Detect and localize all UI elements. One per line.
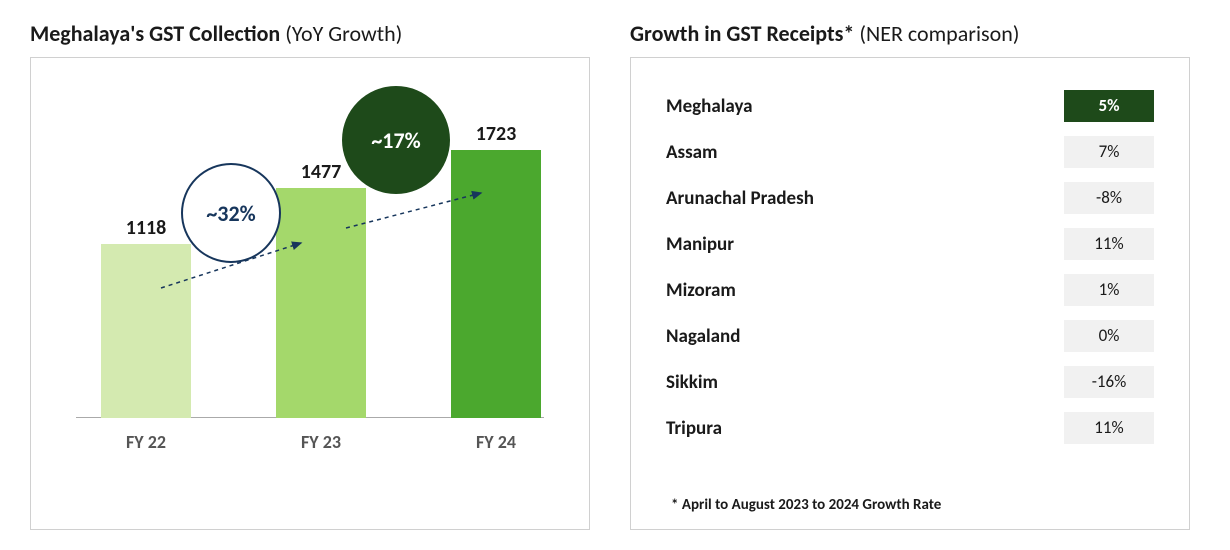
bar-chart-box: 1118 FY 22 1477 FY 23 1723 FY 24 ~32% ~17%: [30, 57, 590, 530]
right-title: Growth in GST Receipts* (NER comparison): [630, 20, 1190, 47]
right-panel: Growth in GST Receipts* (NER comparison)…: [630, 20, 1190, 530]
table-row: Tripura11%: [666, 405, 1154, 451]
left-title: Meghalaya's GST Collection (YoY Growth): [30, 20, 590, 47]
state-name: Arunachal Pradesh: [666, 187, 1064, 210]
left-title-bold: Meghalaya's GST Collection: [30, 20, 280, 47]
state-name: Assam: [666, 141, 1064, 164]
growth-pct: 0%: [1064, 320, 1154, 352]
growth-pct: 5%: [1064, 90, 1154, 122]
state-name: Meghalaya: [666, 95, 1064, 118]
left-title-rest: (YoY Growth): [280, 20, 402, 47]
bar-value-label: 1723: [451, 122, 541, 146]
growth-bubble: ~32%: [181, 163, 281, 263]
bar: 1723: [451, 150, 541, 418]
growth-bubble: ~17%: [342, 86, 450, 194]
table-row: Manipur11%: [666, 221, 1154, 267]
footnote: * April to August 2023 to 2024 Growth Ra…: [666, 496, 1154, 514]
bar-x-label: FY 24: [436, 431, 556, 453]
right-title-rest: (NER comparison): [854, 20, 1019, 47]
table-row: Arunachal Pradesh-8%: [666, 175, 1154, 221]
bar: 1118: [101, 244, 191, 418]
comparison-table: Meghalaya5%Assam7%Arunachal Pradesh-8%Ma…: [630, 57, 1190, 530]
growth-pct: 1%: [1064, 274, 1154, 306]
table-row: Meghalaya5%: [666, 83, 1154, 129]
bar-chart-area: 1118 FY 22 1477 FY 23 1723 FY 24 ~32% ~17%: [46, 78, 574, 458]
state-name: Tripura: [666, 417, 1064, 440]
growth-pct: -16%: [1064, 366, 1154, 398]
bar-x-label: FY 23: [261, 431, 381, 453]
bar-value-label: 1118: [101, 216, 191, 240]
growth-pct: -8%: [1064, 182, 1154, 214]
table-row: Assam7%: [666, 129, 1154, 175]
table-rows: Meghalaya5%Assam7%Arunachal Pradesh-8%Ma…: [666, 83, 1154, 488]
state-name: Mizoram: [666, 279, 1064, 302]
table-row: Mizoram1%: [666, 267, 1154, 313]
bar: 1477: [276, 188, 366, 418]
state-name: Nagaland: [666, 325, 1064, 348]
table-row: Nagaland0%: [666, 313, 1154, 359]
state-name: Manipur: [666, 233, 1064, 256]
state-name: Sikkim: [666, 371, 1064, 394]
growth-pct: 11%: [1064, 412, 1154, 444]
growth-pct: 11%: [1064, 228, 1154, 260]
left-panel: Meghalaya's GST Collection (YoY Growth) …: [30, 20, 590, 530]
right-title-bold: Growth in GST Receipts*: [630, 20, 854, 47]
table-row: Sikkim-16%: [666, 359, 1154, 405]
bar-x-label: FY 22: [86, 431, 206, 453]
growth-pct: 7%: [1064, 136, 1154, 168]
